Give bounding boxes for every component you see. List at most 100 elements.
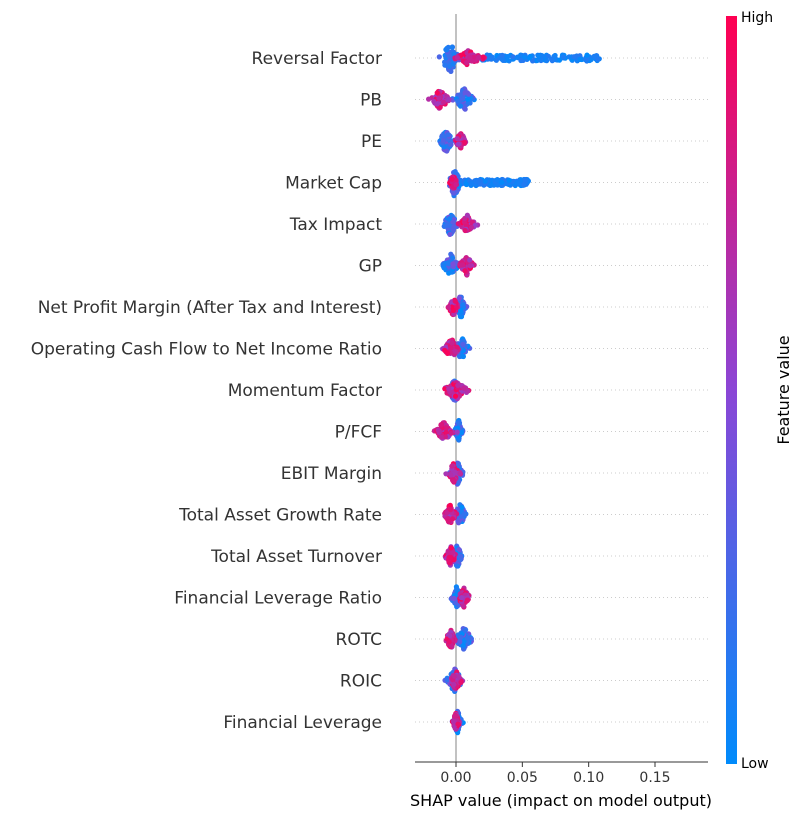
- data-point: [461, 511, 467, 517]
- data-point: [464, 212, 470, 218]
- data-point: [447, 216, 453, 222]
- data-point: [455, 518, 462, 524]
- data-point: [452, 713, 458, 719]
- colorbar-title: Feature value: [774, 335, 793, 444]
- data-point: [436, 428, 442, 434]
- data-point: [436, 54, 442, 60]
- data-point: [521, 54, 528, 60]
- data-point: [449, 176, 455, 182]
- colorbar-high-label: High: [741, 10, 773, 26]
- data-point: [462, 139, 468, 145]
- colorbar: High Low Feature value: [726, 10, 793, 772]
- feature-label: GP: [359, 257, 382, 277]
- data-point: [468, 181, 474, 187]
- data-point: [442, 434, 448, 440]
- data-point: [434, 101, 440, 107]
- data-point: [454, 429, 460, 435]
- data-point: [441, 265, 447, 271]
- data-point: [441, 144, 447, 150]
- data-point: [571, 54, 577, 60]
- data-point: [448, 545, 454, 551]
- data-point: [444, 677, 450, 683]
- x-axis-title: SHAP value (impact on model output): [410, 791, 712, 810]
- data-point: [510, 54, 516, 60]
- data-point: [494, 177, 500, 183]
- data-point: [464, 59, 470, 66]
- data-point: [514, 54, 521, 60]
- data-point: [454, 344, 460, 350]
- data-point: [549, 58, 555, 64]
- data-point: [482, 178, 488, 184]
- data-point: [455, 721, 461, 727]
- data-point: [454, 136, 460, 142]
- data-point: [486, 55, 492, 62]
- data-point: [459, 262, 465, 268]
- data-point: [556, 57, 563, 63]
- data-point: [464, 635, 470, 641]
- data-point: [460, 353, 466, 360]
- data-point: [469, 219, 475, 225]
- data-point: [544, 58, 550, 64]
- data-point: [447, 63, 453, 69]
- data-point: [443, 425, 449, 431]
- data-point: [448, 141, 454, 147]
- data-point: [438, 422, 444, 428]
- data-point: [452, 348, 459, 354]
- data-point: [460, 341, 466, 347]
- data-point: [506, 177, 512, 183]
- data-point: [456, 673, 462, 680]
- data-point: [438, 434, 444, 440]
- data-point: [450, 478, 456, 484]
- data-point: [480, 54, 486, 60]
- data-point: [468, 224, 475, 230]
- feature-label: EBIT Margin: [281, 464, 382, 484]
- data-point: [584, 56, 590, 62]
- data-point: [448, 554, 454, 561]
- data-point: [516, 180, 522, 186]
- data-point: [458, 679, 464, 686]
- data-point: [450, 549, 456, 555]
- data-point: [442, 386, 448, 392]
- data-point: [454, 586, 460, 592]
- data-point: [449, 463, 455, 469]
- feature-label: ROIC: [340, 672, 382, 692]
- data-point: [440, 138, 446, 144]
- data-point: [464, 597, 470, 603]
- x-tick-label: 0.05: [507, 770, 538, 786]
- data-point: [462, 90, 468, 96]
- data-point: [591, 53, 597, 59]
- data-point: [445, 518, 452, 525]
- feature-label: PE: [361, 132, 382, 152]
- feature-label: Tax Impact: [289, 215, 383, 235]
- data-point: [457, 470, 463, 476]
- data-point: [444, 509, 450, 516]
- data-point: [455, 98, 461, 104]
- data-point: [426, 96, 432, 102]
- data-point: [458, 430, 465, 436]
- data-point: [452, 393, 459, 399]
- data-point: [526, 55, 533, 61]
- data-point: [448, 430, 454, 436]
- x-tick-label: 0.00: [440, 770, 471, 786]
- data-point: [475, 178, 481, 184]
- data-point: [457, 103, 464, 109]
- data-point: [467, 257, 473, 263]
- data-point: [499, 52, 505, 59]
- data-point: [452, 169, 458, 175]
- data-point: [454, 54, 460, 61]
- data-point: [463, 181, 469, 188]
- data-point: [487, 182, 493, 188]
- feature-label: Momentum Factor: [228, 381, 382, 401]
- feature-label: Total Asset Growth Rate: [178, 506, 382, 526]
- data-point: [539, 53, 545, 59]
- x-axis: 0.00 0.05 0.10 0.15: [415, 761, 708, 786]
- data-point: [450, 219, 456, 225]
- data-point: [448, 472, 454, 478]
- data-point: [458, 634, 464, 640]
- data-point: [449, 340, 455, 346]
- feature-label: Market Cap: [285, 174, 382, 194]
- data-point: [455, 141, 461, 147]
- feature-label: PB: [360, 91, 382, 111]
- data-point: [454, 563, 460, 569]
